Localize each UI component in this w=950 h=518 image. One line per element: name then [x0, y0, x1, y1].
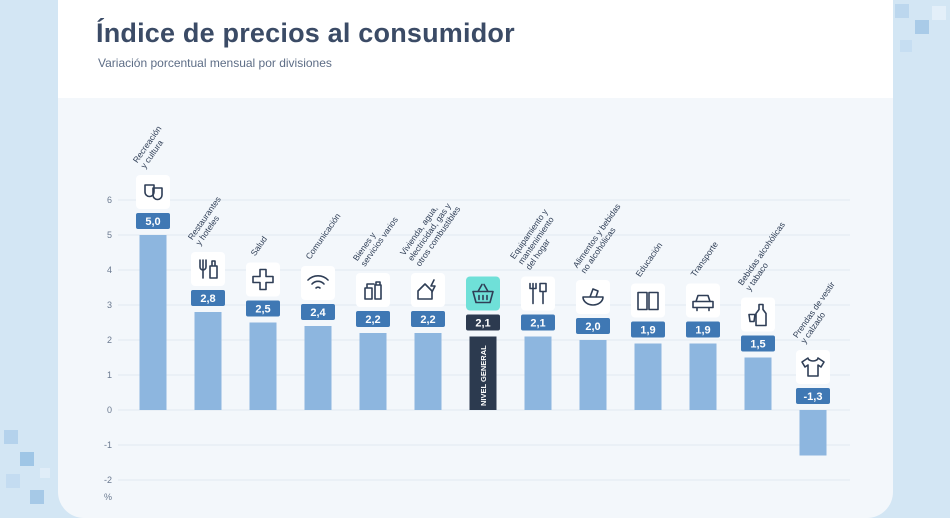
y-tick-label: 5	[107, 230, 112, 240]
category-label: NIVEL GENERAL	[479, 345, 488, 406]
shopping-basket-icon	[466, 276, 500, 311]
value-label: 2,5	[255, 304, 270, 316]
bar	[524, 336, 552, 410]
y-unit-label: %	[104, 492, 112, 502]
fork-bottle-icon	[191, 252, 225, 286]
category-label: Vivienda, agua,electricidad, gas yotros …	[398, 201, 462, 269]
bar	[689, 343, 717, 410]
value-label-box	[741, 335, 775, 352]
bar	[194, 312, 222, 410]
value-label-box	[246, 300, 280, 317]
category-label: Transporte	[688, 239, 720, 278]
value-label: 1,9	[640, 325, 655, 337]
wifi-icon	[301, 266, 335, 300]
value-label-box	[191, 290, 225, 306]
value-label-box	[136, 213, 170, 229]
value-label: 2,2	[365, 314, 380, 326]
y-tick-label: 0	[107, 405, 112, 415]
bar	[249, 322, 277, 410]
category-label: Educación	[633, 240, 664, 278]
chart-header	[58, 0, 893, 98]
value-label: -1,3	[804, 391, 823, 403]
value-label: 2,2	[420, 314, 435, 326]
value-label-box	[301, 304, 335, 320]
value-label: 2,1	[475, 318, 490, 330]
spray-bottles-icon	[356, 273, 390, 307]
car-icon	[686, 283, 720, 318]
svg-text:Salud: Salud	[248, 234, 269, 258]
bar	[359, 333, 387, 410]
y-tick-label: 2	[107, 335, 112, 345]
bar	[139, 235, 167, 410]
tools-icon	[521, 276, 555, 311]
value-label-box	[576, 318, 610, 334]
bar	[634, 343, 662, 410]
bottle-glass-icon	[741, 297, 775, 332]
value-label-box	[631, 321, 665, 338]
svg-text:Transporte: Transporte	[688, 239, 720, 278]
svg-text:Comunicación: Comunicación	[303, 211, 342, 261]
value-label: 2,4	[310, 307, 326, 319]
chart-subtitle: Variación porcentual mensual por divisio…	[98, 56, 332, 70]
y-tick-label: 3	[107, 300, 112, 310]
bar	[799, 410, 827, 456]
value-label: 1,9	[695, 325, 710, 337]
y-tick-label: 4	[107, 265, 112, 275]
theater-masks-icon	[136, 175, 170, 209]
food-bowl-icon	[576, 280, 610, 314]
bar	[304, 326, 332, 410]
value-label-box	[686, 321, 720, 338]
medical-cross-icon	[246, 262, 280, 297]
y-tick-label: -2	[104, 475, 112, 485]
bar	[579, 340, 607, 410]
y-tick-label: -1	[104, 440, 112, 450]
value-label-box	[411, 311, 445, 327]
value-label: 1,5	[750, 339, 765, 351]
y-tick-label: 1	[107, 370, 112, 380]
value-label: 2,1	[530, 318, 545, 330]
value-label: 5,0	[145, 216, 160, 228]
value-label-box	[466, 314, 500, 331]
svg-text:Educación: Educación	[633, 240, 664, 278]
bar	[414, 333, 442, 410]
category-label: Comunicación	[303, 211, 342, 261]
value-label-box	[796, 388, 830, 404]
value-label-box	[521, 314, 555, 331]
book-icon	[631, 283, 665, 318]
house-bolt-icon	[411, 273, 445, 307]
chart-title: Índice de precios al consumidor	[96, 18, 515, 48]
bar	[744, 357, 772, 410]
value-label: 2,0	[585, 321, 600, 333]
bar	[469, 336, 497, 410]
value-label-box	[356, 311, 390, 327]
value-label: 2,8	[200, 293, 215, 305]
category-label: Salud	[248, 234, 269, 258]
shirt-icon	[796, 350, 830, 384]
y-tick-label: 6	[107, 195, 112, 205]
